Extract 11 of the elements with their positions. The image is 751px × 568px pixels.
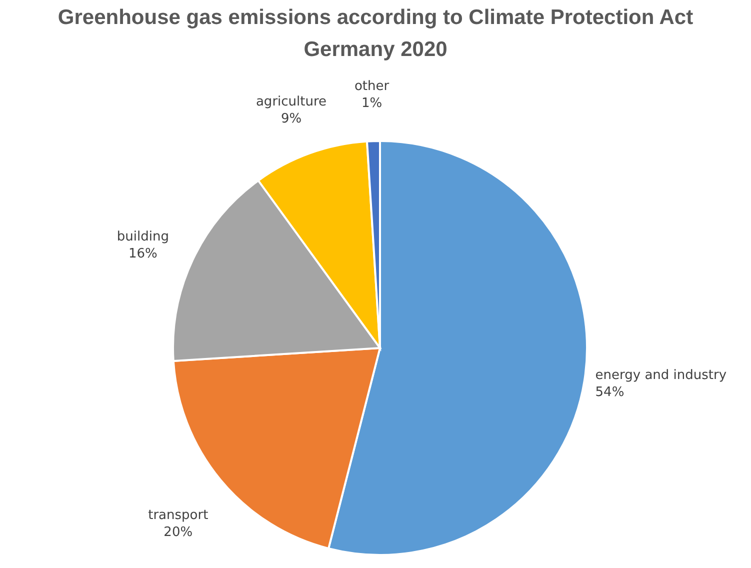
chart-title: Greenhouse gas emissions according to Climate Protection Act Germany 2020 (58, 6, 694, 61)
data-label: 54% (595, 385, 624, 400)
data-label: 1% (361, 96, 382, 112)
data-label: 16% (128, 246, 158, 262)
data-label: 9% (280, 111, 302, 126)
slice-label: agriculture (256, 94, 327, 110)
slice-label: transport (148, 508, 208, 524)
data-label: 20% (164, 525, 193, 540)
slice-label: building (116, 229, 169, 244)
slice-label: energy and industry (595, 368, 727, 384)
slice-label: other (354, 79, 390, 94)
